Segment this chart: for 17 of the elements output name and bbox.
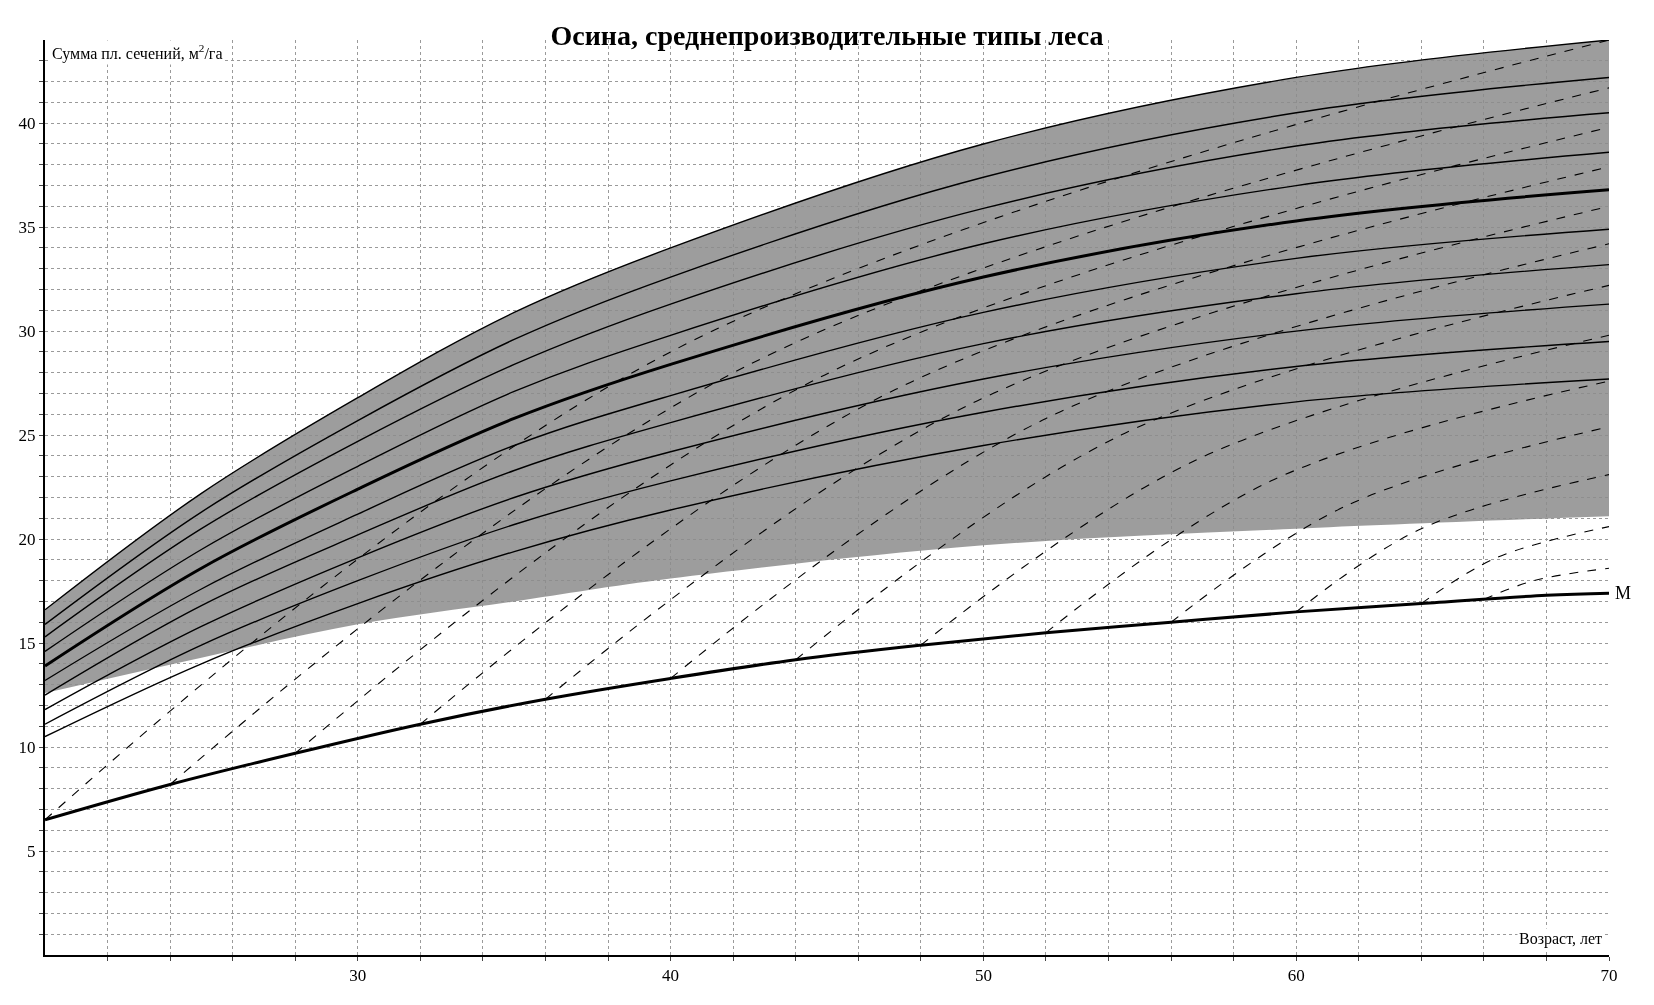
y-tick-label: 40 <box>18 114 36 134</box>
y-tick-label: 25 <box>18 426 36 446</box>
y-tick-label: 30 <box>18 322 36 342</box>
y-tick-label: 35 <box>18 218 36 238</box>
x-tick-label: 70 <box>1600 966 1618 986</box>
y-tick-label: 10 <box>18 738 36 757</box>
x-tick-label: 40 <box>662 966 680 986</box>
y-tick-label: 5 <box>27 841 36 861</box>
x-tick-label: 50 <box>974 966 992 986</box>
y-axis-title: Сумма пл. сечений, м$^{2}$/га <box>52 42 223 63</box>
x-tick-label: 30 <box>349 966 367 986</box>
chart-title: Осина, среднепроизводительные типы леса <box>550 19 1104 51</box>
series-label: M <box>1615 583 1632 603</box>
x-axis-title: Возраст, лет <box>1519 930 1603 948</box>
y-tick-label: 20 <box>18 530 36 550</box>
x-tick-label: 60 <box>1287 966 1305 986</box>
y-tick-label: 15 <box>18 634 36 654</box>
